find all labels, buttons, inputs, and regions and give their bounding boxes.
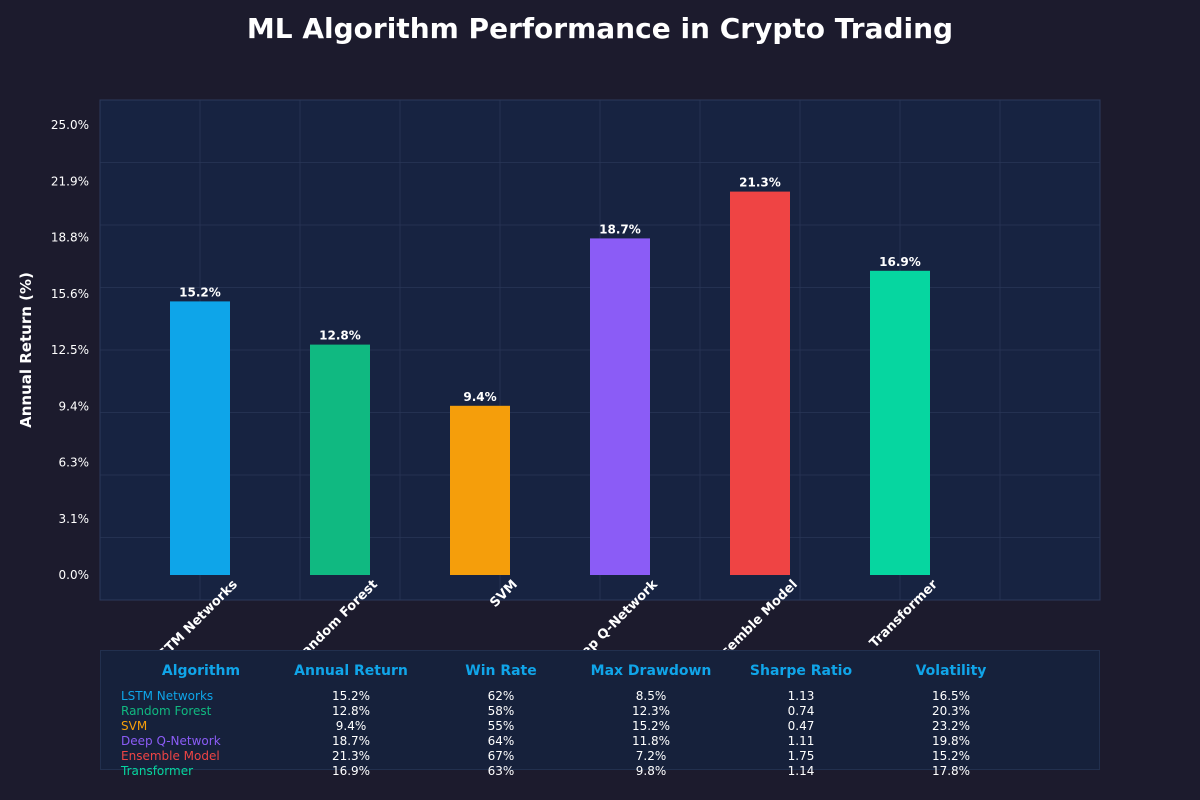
table-row-name: Deep Q-Network [121,734,221,748]
bar [730,191,790,575]
table-header: Max Drawdown [590,663,712,679]
table-cell: 1.14 [787,764,815,778]
table-cell: 64% [487,734,515,748]
table-cell: 16.9% [331,764,371,778]
data-label: 12.8% [319,329,361,343]
table-row-name: Ensemble Model [121,749,220,763]
table-cell: 17.8% [931,764,971,778]
table-row-name: LSTM Networks [121,689,214,703]
table-cell: 15.2% [331,689,371,703]
table-cell: 55% [487,719,515,733]
table-cell: 1.75 [787,749,815,763]
table-cell: 0.47 [787,719,815,733]
data-label: 15.2% [179,285,221,299]
bar [870,270,930,575]
y-tick-label: 3.1% [59,512,90,526]
bar [450,405,510,575]
table-cell: 1.11 [787,734,815,748]
table-header: Sharpe Ratio [749,663,853,679]
data-label: 9.4% [463,390,496,404]
table-cell: 67% [487,749,515,763]
table-cell: 1.13 [787,689,815,703]
table-row-name: Transformer [121,764,194,778]
y-tick-label: 0.0% [59,568,90,582]
table-cell: 18.7% [331,734,371,748]
data-label: 21.3% [739,176,781,190]
table-cell: 58% [487,704,515,718]
bar [170,301,230,575]
table-header: Algorithm [161,663,241,679]
table-cell: 0.74 [787,704,815,718]
bar [310,344,370,575]
table-header: Annual Return [294,663,408,679]
table-cell: 63% [487,764,515,778]
table-header: Volatility [915,663,987,679]
table-cell: 23.2% [931,719,971,733]
y-tick-label: 12.5% [51,343,89,357]
y-tick-label: 21.9% [51,174,89,188]
table-cell: 9.8% [635,764,667,778]
bar-chart: 0.0% 3.1% 6.3% 9.4% 12.5% 15.6% 18.8% 21.9% 25.0… [51,99,1101,660]
y-tick-label: 15.6% [51,287,89,301]
table-cell: 16.5% [931,689,971,703]
table-cell: 19.8% [931,734,971,748]
table-cell: 8.5% [635,689,667,703]
table-cell: 12.3% [631,704,671,718]
y-tick-label: 6.3% [59,456,90,470]
table-cell: 21.3% [331,749,371,763]
y-tick-label: 25.0% [51,118,89,132]
data-label: 16.9% [879,255,921,269]
table-row-name: SVM [121,719,148,733]
table-cell: 9.4% [335,719,367,733]
table-cell: 12.8% [331,704,371,718]
metrics-table: Algorithm Annual Return Win Rate Max Drawdo… [100,650,1100,778]
y-tick-label: 9.4% [59,399,90,413]
table-row-name: Random Forest [121,704,212,718]
table-header: Win Rate [465,663,537,679]
table-cell: 7.2% [635,749,667,763]
table-cell: 15.2% [631,719,671,733]
y-tick-label: 18.8% [51,231,89,245]
bar [590,238,650,575]
table-cell: 20.3% [931,704,971,718]
table-cell: 11.8% [631,734,671,748]
data-label: 18.7% [599,222,641,236]
table-cell: 15.2% [931,749,971,763]
table-cell: 62% [487,689,515,703]
chart-title: ML Algorithm Performance in Crypto Tradi… [246,12,954,45]
